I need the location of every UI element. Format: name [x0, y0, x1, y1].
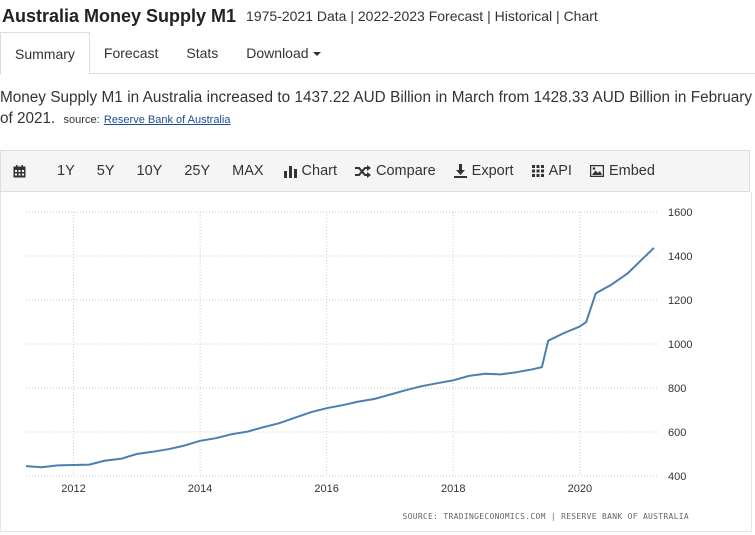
- compare-button-label: Compare: [376, 163, 436, 179]
- embed-button-label: Embed: [608, 163, 655, 179]
- page-subtitle: 1975-2021 Data | 2022-2023 Forecast | Hi…: [246, 8, 598, 24]
- y-tick-label: 600: [668, 427, 686, 439]
- range-10y-button[interactable]: 10Y: [136, 163, 163, 179]
- embed-button[interactable]: Embed: [581, 150, 664, 192]
- x-tick-label: 2014: [188, 483, 212, 495]
- y-tick-label: 800: [668, 383, 686, 395]
- grid-icon: [531, 165, 544, 177]
- chart-source-note: SOURCE: TRADINGECONOMICS.COM | RESERVE B…: [402, 512, 689, 521]
- tab-bar: Summary Forecast Stats Download: [0, 32, 755, 75]
- api-button-label: API: [548, 163, 572, 179]
- x-tick-label: 2016: [314, 483, 338, 495]
- y-tick-label: 1200: [668, 295, 692, 307]
- description-text: Money Supply M1 in Australia increased t…: [0, 89, 752, 127]
- page-title: Australia Money Supply M1: [2, 5, 237, 26]
- download-icon: [453, 164, 467, 178]
- range-25y-button[interactable]: 25Y: [184, 163, 211, 179]
- description: Money Supply M1 in Australia increased t…: [0, 87, 752, 131]
- x-tick-label: 2012: [61, 483, 85, 495]
- tab-summary[interactable]: Summary: [0, 32, 90, 75]
- chart-area: 400 600 800 1000 1200 1400 1600 2012 2014 2016 201…: [0, 192, 752, 532]
- calendar-button[interactable]: [1, 150, 45, 192]
- api-button[interactable]: API: [523, 150, 581, 192]
- tab-forecast[interactable]: Forecast: [103, 45, 159, 61]
- source-label: source:: [63, 114, 100, 126]
- caret-down-icon: [312, 52, 321, 57]
- y-tick-label: 400: [668, 471, 686, 483]
- y-tick-label: 1400: [668, 251, 692, 263]
- tab-download-label: Download: [246, 45, 309, 61]
- tab-download[interactable]: Download: [232, 32, 334, 74]
- series-line: [25, 247, 655, 469]
- shuffle-icon: [355, 164, 372, 178]
- export-button-label: Export: [471, 163, 514, 179]
- range-max-button[interactable]: MAX: [232, 163, 264, 179]
- x-tick-label: 2020: [568, 483, 592, 495]
- export-button[interactable]: Export: [445, 150, 523, 192]
- bar-chart-icon: [283, 165, 297, 178]
- title-row: Australia Money Supply M1 1975-2021 Data…: [0, 0, 755, 32]
- chart-toolbar: 1Y 5Y 10Y 25Y MAX Chart Compare Export: [0, 150, 750, 192]
- tab-stats[interactable]: Stats: [186, 45, 219, 61]
- line-chart: 400 600 800 1000 1200 1400 1600 2012 2014 2016 201…: [25, 207, 692, 495]
- y-tick-label: 1000: [668, 339, 692, 351]
- compare-button[interactable]: Compare: [346, 150, 445, 192]
- x-tick-label: 2018: [441, 483, 465, 495]
- range-5y-button[interactable]: 5Y: [96, 163, 115, 179]
- source-link[interactable]: Reserve Bank of Australia: [103, 114, 231, 126]
- y-tick-label: 1600: [668, 207, 692, 219]
- calendar-icon: [13, 164, 26, 177]
- chart-button[interactable]: Chart: [275, 150, 346, 192]
- range-1y-button[interactable]: 1Y: [57, 163, 75, 179]
- chart-button-label: Chart: [301, 163, 338, 179]
- image-icon: [589, 165, 604, 177]
